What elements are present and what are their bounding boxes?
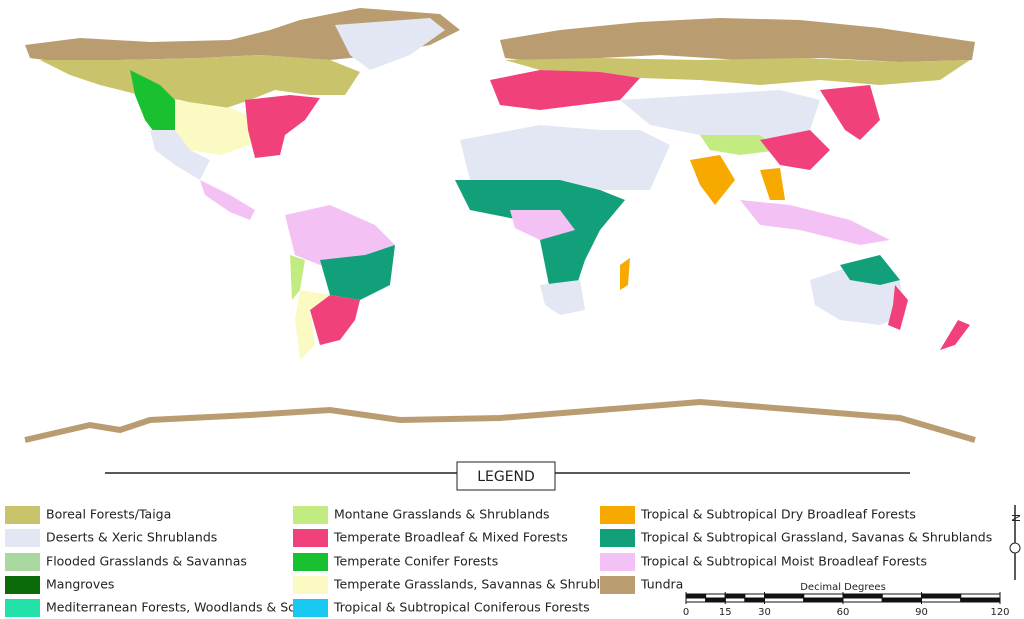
legend-title: LEGEND <box>477 469 535 485</box>
biome-region <box>285 205 395 265</box>
legend-swatch <box>293 553 328 571</box>
legend-swatch <box>5 506 40 524</box>
scale-segment <box>705 593 726 599</box>
legend-title-box <box>456 461 556 491</box>
scale-title: Decimal Degrees <box>800 582 886 593</box>
biome-region <box>175 100 255 155</box>
biome-region <box>540 280 585 315</box>
scale-bar: Decimal Degrees 0 15 30 60 90 120 <box>683 582 1010 618</box>
legend-label: Flooded Grasslands & Savannas <box>46 554 247 569</box>
scale-segment <box>921 597 962 603</box>
legend-label: Temperate Grasslands, Savannas & Shrubla… <box>333 577 630 592</box>
legend-swatch <box>5 529 40 547</box>
scale-tick-label: 120 <box>990 607 1009 618</box>
legend-label: Tropical & Subtropical Moist Broadleaf F… <box>640 554 927 569</box>
legend-swatch <box>5 553 40 571</box>
biome-region <box>505 58 970 85</box>
legend-swatch <box>293 599 328 617</box>
legend-swatch <box>600 553 635 571</box>
biome-region <box>295 290 330 360</box>
biome-region <box>150 130 210 180</box>
scale-segment <box>921 593 962 599</box>
legend: Boreal Forests/Taiga Deserts & Xeric Shru… <box>5 506 992 617</box>
biome-region <box>840 255 900 285</box>
biome-region <box>460 125 670 190</box>
biome-region <box>320 245 395 300</box>
biome-region <box>760 130 830 170</box>
scale-segment <box>705 597 726 603</box>
biome-region <box>130 70 175 140</box>
biome-region <box>500 18 975 62</box>
biome-region <box>335 18 445 70</box>
scale-segment <box>881 597 922 603</box>
legend-label: Tundra <box>640 577 683 592</box>
biome-region <box>510 210 575 240</box>
legend-swatch <box>293 529 328 547</box>
legend-label: Tropical & Subtropical Dry Broadleaf For… <box>640 507 916 522</box>
scale-tick-label: 60 <box>837 607 850 618</box>
scale-tick-label: 15 <box>719 607 732 618</box>
biome-region <box>490 70 640 110</box>
scale-segment <box>685 593 707 599</box>
biome-region <box>620 90 820 140</box>
legend-label: Mediterranean Forests, Woodlands & Scrub <box>46 600 316 615</box>
legend-label: Temperate Conifer Forests <box>333 554 498 569</box>
biome-region <box>310 295 360 345</box>
north-arrow: N <box>1009 505 1022 580</box>
scale-segment <box>685 597 707 603</box>
legend-swatch <box>293 576 328 594</box>
biome-region <box>620 258 630 290</box>
legend-label: Tropical & Subtropical Grassland, Savana… <box>640 530 992 545</box>
world-map <box>24 8 976 443</box>
legend-swatch <box>600 506 635 524</box>
scale-segment <box>842 593 883 599</box>
scale-segment <box>803 593 844 599</box>
legend-swatch <box>293 506 328 524</box>
north-label: N <box>1009 514 1022 522</box>
legend-swatch <box>600 576 635 594</box>
scale-segment <box>744 593 765 599</box>
legend-swatch <box>5 576 40 594</box>
legend-label: Boreal Forests/Taiga <box>46 507 171 522</box>
scale-tick-label: 0 <box>683 607 689 618</box>
biome-region <box>760 168 785 200</box>
legend-label: Deserts & Xeric Shrublands <box>46 530 217 545</box>
biome-region <box>24 398 976 443</box>
legend-label: Mangroves <box>46 577 114 592</box>
biome-region <box>200 180 255 220</box>
scale-segment <box>842 597 883 603</box>
biome-region <box>820 85 880 140</box>
scale-tick-label: 30 <box>758 607 771 618</box>
scale-segment <box>960 597 1001 603</box>
biome-region <box>940 320 970 350</box>
legend-label: Temperate Broadleaf & Mixed Forests <box>333 530 568 545</box>
biome-region <box>888 285 908 330</box>
scale-segment <box>764 593 805 599</box>
legend-label: Montane Grasslands & Shrublands <box>334 507 550 522</box>
scale-segment <box>724 593 746 599</box>
biome-region <box>290 255 305 300</box>
scale-tick-label: 90 <box>915 607 928 618</box>
biome-region <box>40 55 360 110</box>
legend-swatch <box>5 599 40 617</box>
biome-region <box>245 95 320 158</box>
scale-segment <box>724 597 746 603</box>
legend-label: Tropical & Subtropical Coniferous Forest… <box>333 600 590 615</box>
scale-segment <box>764 597 805 603</box>
north-arrow-circle <box>1009 542 1021 554</box>
scale-segment <box>803 597 844 603</box>
scale-segment <box>881 593 922 599</box>
biome-region <box>690 155 735 205</box>
biome-region <box>740 200 890 245</box>
legend-swatch <box>600 529 635 547</box>
scale-segment <box>744 597 765 603</box>
scale-segment <box>960 593 1001 599</box>
